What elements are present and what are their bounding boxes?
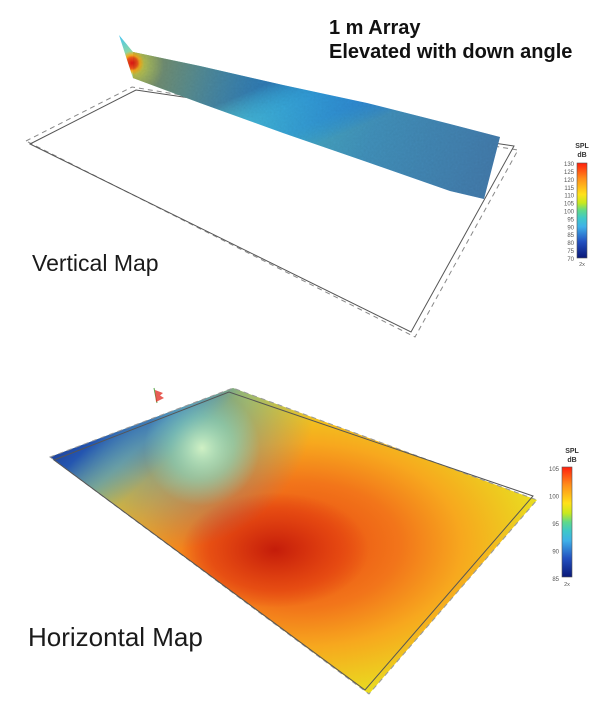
svg-text:90: 90: [552, 550, 559, 556]
svg-text:115: 115: [564, 186, 574, 192]
svg-text:125: 125: [564, 170, 575, 176]
svg-text:95: 95: [552, 522, 559, 528]
svg-text:70: 70: [567, 257, 574, 263]
svg-text:90: 90: [567, 225, 574, 231]
svg-text:100: 100: [549, 495, 560, 501]
svg-text:SPL: SPL: [565, 448, 579, 455]
svg-text:105: 105: [549, 467, 560, 473]
svg-text:130: 130: [564, 162, 575, 168]
svg-text:dB: dB: [567, 457, 576, 464]
svg-text:75: 75: [567, 249, 574, 255]
svg-text:2x: 2x: [579, 262, 585, 268]
svg-text:120: 120: [564, 178, 575, 184]
svg-text:2x: 2x: [564, 582, 570, 588]
svg-text:80: 80: [567, 241, 574, 247]
svg-text:100: 100: [564, 210, 575, 216]
svg-text:85: 85: [552, 577, 559, 583]
svg-text:105: 105: [564, 202, 575, 208]
svg-text:85: 85: [567, 233, 574, 239]
svg-text:95: 95: [567, 217, 574, 223]
svg-text:110: 110: [564, 194, 574, 200]
svg-text:dB: dB: [577, 152, 586, 159]
svg-text:SPL: SPL: [575, 143, 589, 150]
